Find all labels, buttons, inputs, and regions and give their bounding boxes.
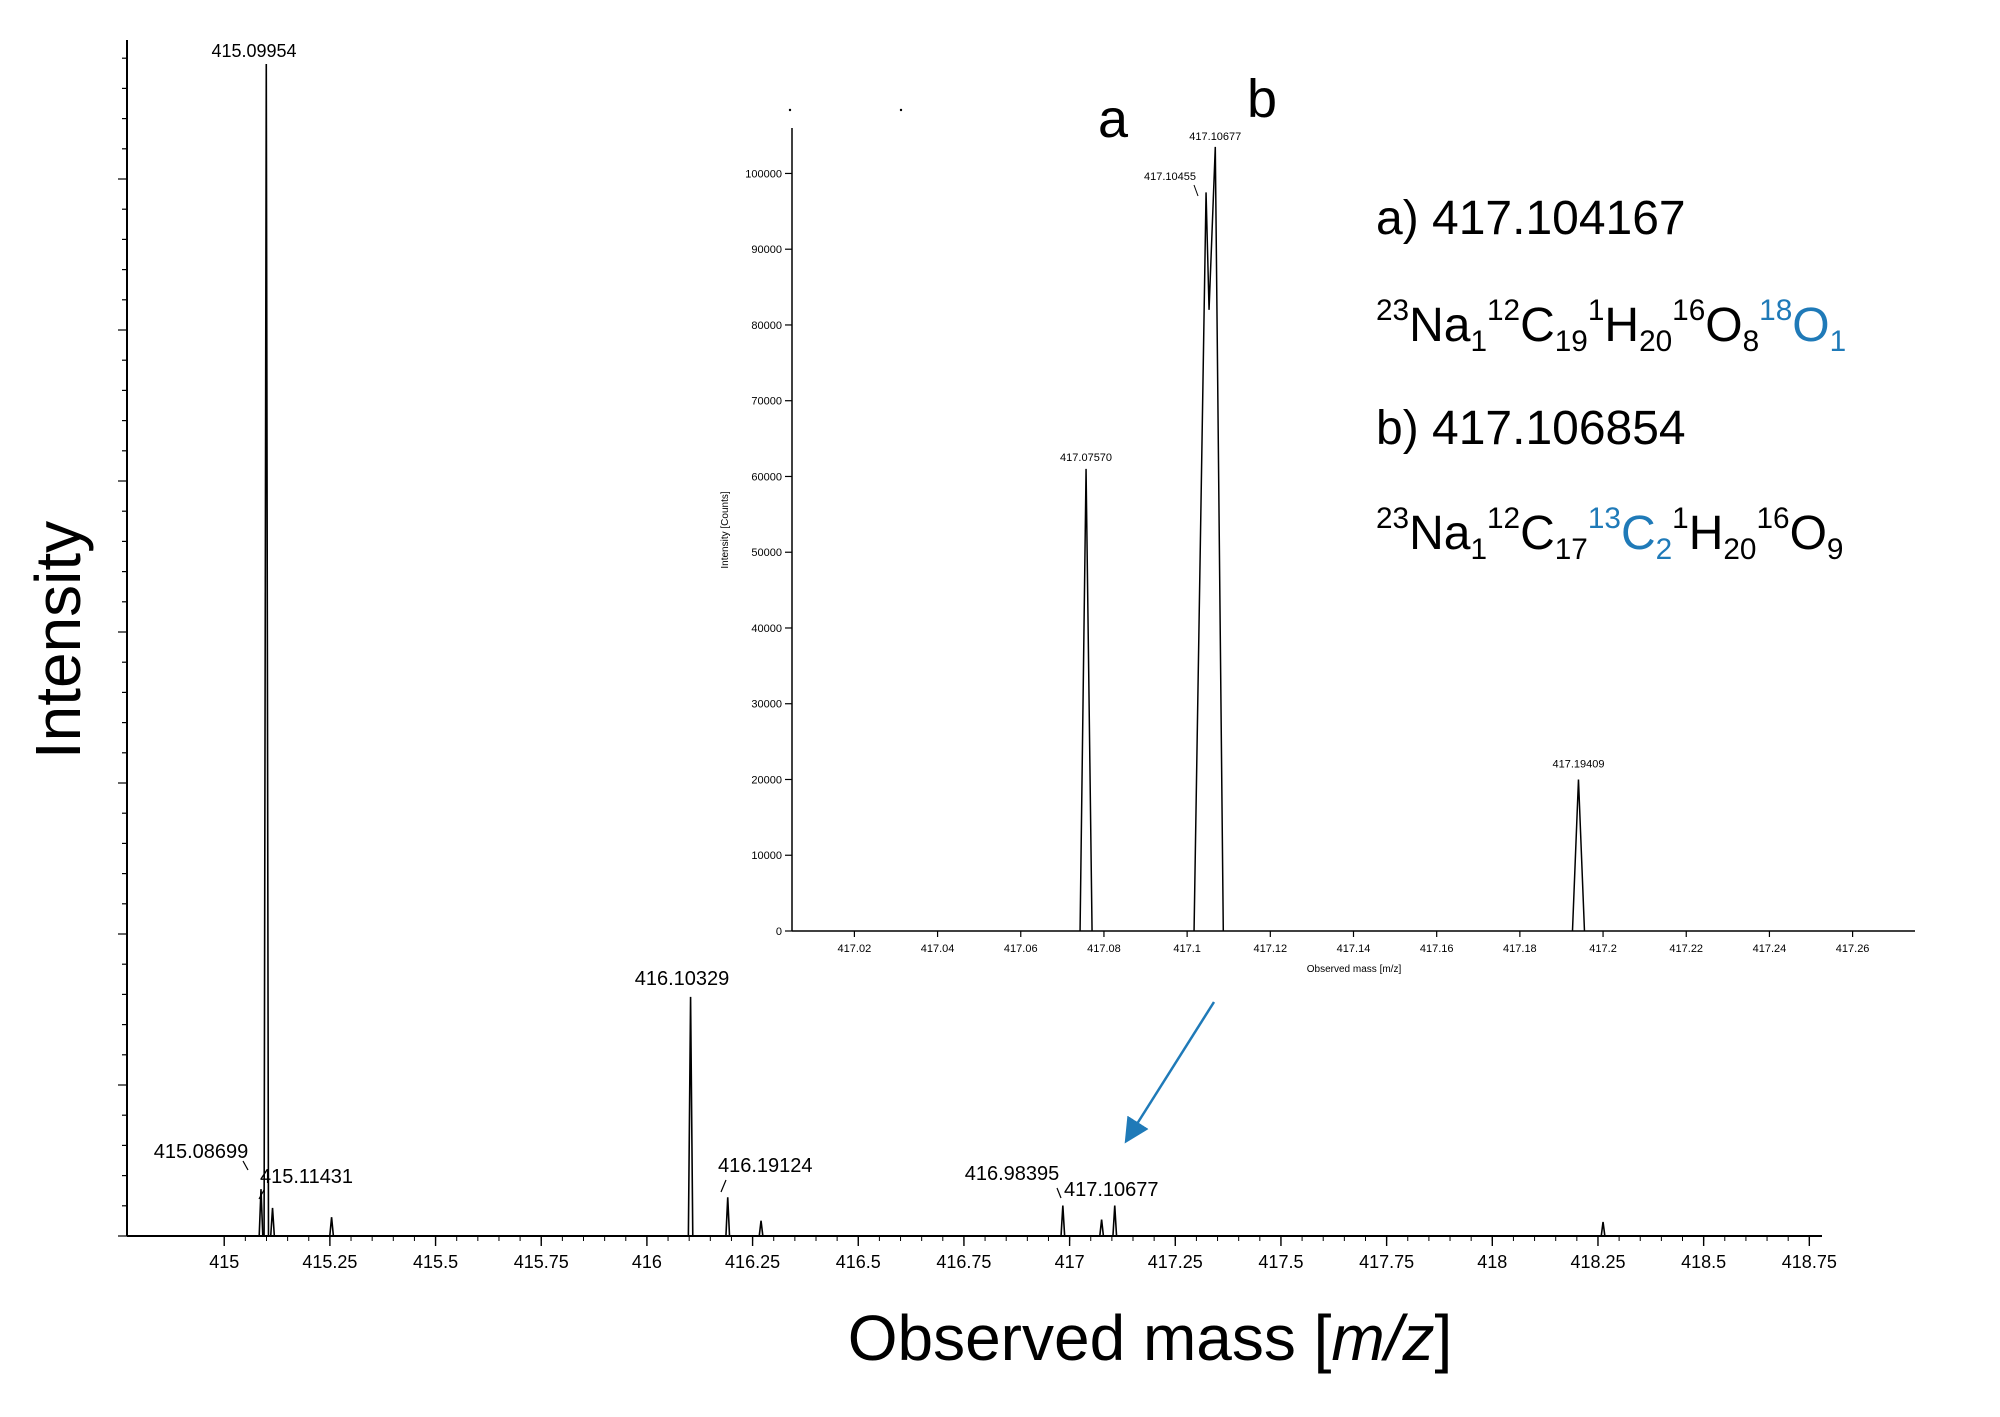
inset-x-tick-label: 417.14 [1337,943,1371,955]
formula-isotope: 13C2 [1587,501,1673,566]
inset-y-axis-title: Intensity [Counts] [720,491,731,568]
formula-isotope: 18O1 [1759,293,1847,358]
formula-isotope: 1H20 [1587,293,1673,358]
peak-a-letter: a [1098,89,1129,149]
inset-plot: 0 10000 20000 30000 40000 50000 60000 70000 8000… [720,108,1915,975]
main-peak [1600,1221,1606,1237]
main-peak [328,1217,335,1237]
main-peak-label: 416.10329 [635,968,730,990]
formula-isotope: 1H20 [1672,501,1757,566]
main-peak [1112,1205,1118,1237]
inset-x-tick-label: 417.22 [1669,943,1703,955]
main-x-tick-label: 417.5 [1258,1252,1303,1272]
main-x-tick-label: 418 [1477,1252,1507,1272]
main-peak [258,1189,264,1237]
inset-y-tick-label: 80000 [751,320,782,332]
inset-x-tick-label: 417.18 [1503,943,1537,955]
annotation-a-mass: a) 417.104167 [1376,192,1686,245]
main-x-tick-label: 416.25 [725,1252,780,1272]
annotation-b-mass: b) 417.106854 [1376,402,1686,455]
inset-x-tick-label: 417.06 [1004,943,1038,955]
formula-isotope: 16O9 [1756,501,1844,566]
inset-x-axis-title: Observed mass [m/z] [1307,964,1402,975]
leader-line [258,1189,265,1200]
formula-isotope: 12C17 [1487,501,1588,566]
main-x-tick-label: 416 [632,1252,662,1272]
zoom-arrow [1124,1001,1216,1144]
main-x-tick-label: 416.75 [936,1252,991,1272]
inset-x-tick-label: 417.26 [1836,943,1870,955]
inset-peak-label: 417.10677 [1189,131,1241,143]
inset-x-tick-label: 417.02 [838,943,872,955]
inset-y-tick-label: 100000 [745,168,782,180]
inset-y-tick-label: 10000 [751,850,782,862]
leader-line [1056,1187,1062,1199]
main-x-tick-label: 418.75 [1782,1252,1837,1272]
main-peak-label: 415.09954 [211,41,296,61]
main-peak [725,1197,731,1237]
main-x-tick-label: 415.5 [413,1252,458,1272]
leader-line [1193,184,1199,197]
inset-x-tick-label: 417.04 [921,943,955,955]
main-x-tick-label: 418.5 [1681,1252,1726,1272]
main-plot: 415 415.25 415.5 415.75 416 416.25 416.5 416.75… [22,40,1837,1374]
main-peak [687,996,694,1237]
main-x-tick-label: 416.5 [836,1252,881,1272]
formula-isotope: 12C19 [1487,293,1588,358]
peak-b-letter: b [1247,69,1278,129]
main-x-tick-label: 417.25 [1148,1252,1203,1272]
annotation-a-formula: 23Na112C191H2016O818O1 [1376,293,1847,358]
main-peak-label: 417.10677 [1064,1179,1159,1201]
main-peak-label: 416.19124 [718,1155,813,1177]
inset-x-tick-label: 417.24 [1753,943,1787,955]
main-peak [1099,1219,1105,1237]
inset-y-tick-label: 0 [776,926,782,938]
main-peak-label: 415.08699 [154,1141,249,1163]
inset-dot [788,108,792,112]
inset-y-tick-label: 60000 [751,471,782,483]
inset-y-tick-label: 70000 [751,396,782,408]
inset-peak-label: 417.19409 [1552,758,1604,770]
leader-line [720,1179,727,1193]
inset-x-tick-label: 417.1 [1173,943,1201,955]
main-x-tick-label: 415.75 [514,1252,569,1272]
main-peak-label: 416.98395 [965,1163,1060,1185]
inset-peak [1079,468,1093,932]
formula-isotope: 23Na1 [1376,501,1487,566]
inset-y-tick-label: 20000 [751,774,782,786]
formula-isotope: 23Na1 [1376,293,1487,358]
main-peak [1060,1205,1066,1237]
inset-x-tick-label: 417.2 [1589,943,1617,955]
inset-peak-label: 417.07570 [1060,452,1112,464]
main-x-tick-label: 415.25 [302,1252,357,1272]
main-peak [263,63,270,1237]
main-peak-label: 415.11431 [260,1166,353,1188]
main-peak [758,1220,764,1237]
main-x-tick-label: 415 [209,1252,239,1272]
inset-y-tick-label: 90000 [751,244,782,256]
main-y-axis-title: Intensity [22,521,94,759]
inset-y-tick-label: 40000 [751,623,782,635]
inset-y-tick-label: 50000 [751,547,782,559]
main-x-tick-label: 417.75 [1359,1252,1414,1272]
main-x-tick-label: 418.25 [1570,1252,1625,1272]
inset-dot [899,108,903,112]
main-peak [269,1207,276,1237]
inset-peak [1571,779,1586,932]
inset-peak-label: 417.10455 [1144,171,1196,183]
inset-y-tick-label: 30000 [751,699,782,711]
leader-line [242,1160,249,1171]
main-x-axis-title: Observed mass [m/z] [848,1302,1453,1374]
inset-peak-doublet [1193,146,1225,932]
inset-x-tick-label: 417.08 [1087,943,1121,955]
annotation-b-formula: 23Na112C1713C21H2016O9 [1376,501,1844,566]
main-x-tick-label: 417 [1055,1252,1085,1272]
inset-x-tick-label: 417.12 [1253,943,1287,955]
inset-x-tick-label: 417.16 [1420,943,1454,955]
formula-isotope: 16O8 [1672,293,1760,358]
